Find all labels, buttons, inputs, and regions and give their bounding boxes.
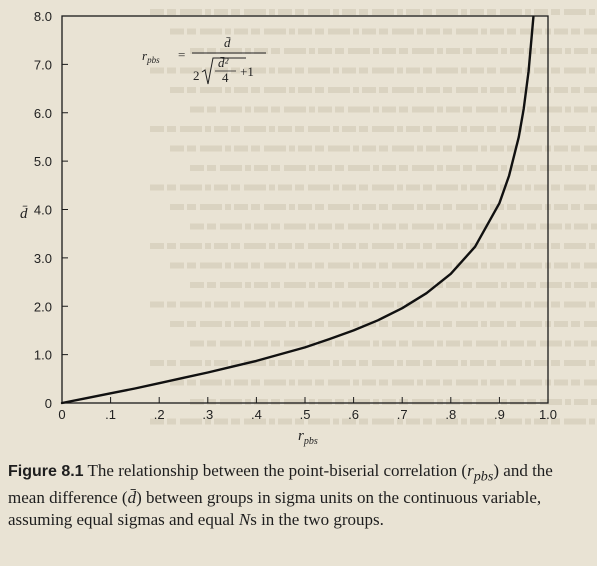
x-tick-label: .4 xyxy=(251,407,262,422)
y-tick-label: 7.0 xyxy=(34,57,52,72)
formula-lhs-main: r xyxy=(142,48,148,63)
y-tick-label: 3.0 xyxy=(34,251,52,266)
x-tick-label: .1 xyxy=(105,407,116,422)
figure-caption: Figure 8.1 The relationship between the … xyxy=(8,460,593,531)
y-tick-label: 4.0 xyxy=(34,203,52,218)
formula-inner-numerator: d̄² xyxy=(218,55,230,70)
formula-sqrt-sign xyxy=(201,57,246,85)
caption-d-symbol: d̄ xyxy=(127,488,137,508)
x-axis-label-sub: pbs xyxy=(303,436,318,447)
formula-plus-one: +1 xyxy=(240,64,254,79)
y-tick-label: 8.0 xyxy=(34,9,52,24)
formula-lhs-sub: pbs xyxy=(146,55,160,65)
y-tick-label: 6.0 xyxy=(34,106,52,121)
x-tick-label: .9 xyxy=(494,407,505,422)
y-tick-labels: 0 1.0 2.0 3.0 4.0 5.0 6.0 7.0 8.0 xyxy=(34,9,52,411)
x-tick-label: .3 xyxy=(202,407,213,422)
formula-lhs: rpbs xyxy=(142,48,160,65)
caption-text-1: The relationship between the point-biser… xyxy=(83,461,468,480)
formula-equals: = xyxy=(178,47,185,62)
x-tick-label: .2 xyxy=(154,407,165,422)
y-tick-label: 1.0 xyxy=(34,348,52,363)
x-tick-label: .8 xyxy=(445,407,456,422)
x-axis-label: rpbs xyxy=(298,428,318,447)
x-tick-label: 1.0 xyxy=(539,407,557,422)
caption-text-2: ) and the mean difference ( xyxy=(8,461,553,508)
axes xyxy=(61,15,549,404)
chart: 0 .1 .2 .3 .4 .5 .6 .7 .8 .9 1.0 0 1.0 2.0 3.0 4.0 5.0 6… xyxy=(20,9,557,447)
formula-numerator: d̄ xyxy=(224,35,231,50)
x-tick-label: .7 xyxy=(397,407,408,422)
y-tick-label: 5.0 xyxy=(34,154,52,169)
caption-text-4: s in the two groups. xyxy=(250,510,384,530)
plot-frame xyxy=(61,15,549,404)
formula-denominator-coef: 2 xyxy=(193,68,200,83)
x-tick-label: .5 xyxy=(300,407,311,422)
x-tick-label: 0 xyxy=(58,407,65,422)
y-tick-label: 2.0 xyxy=(34,299,52,314)
bleed-through-texture xyxy=(150,9,597,425)
caption-n-symbol: N xyxy=(238,510,251,530)
caption-text-3: ) between groups in sigma units on the c… xyxy=(8,488,542,530)
formula-annotation: rpbs = d̄ 2 d̄² 4 +1 xyxy=(142,35,266,85)
formula-inner-denominator: 4 xyxy=(222,70,229,85)
y-tick-label: 0 xyxy=(45,396,52,411)
y-axis-label: d̄ xyxy=(20,206,28,222)
x-tick-labels: 0 .1 .2 .3 .4 .5 .6 .7 .8 .9 1.0 xyxy=(58,407,557,422)
x-tick-label: .6 xyxy=(348,407,359,422)
series-line xyxy=(60,15,535,405)
caption-figure-label: Figure 8.1 xyxy=(8,463,84,480)
x-axis-label-main: r xyxy=(298,428,304,444)
caption-r-subscript: pbs xyxy=(473,468,494,485)
tick-marks xyxy=(61,15,549,404)
caption-r-symbol: r xyxy=(467,461,474,480)
